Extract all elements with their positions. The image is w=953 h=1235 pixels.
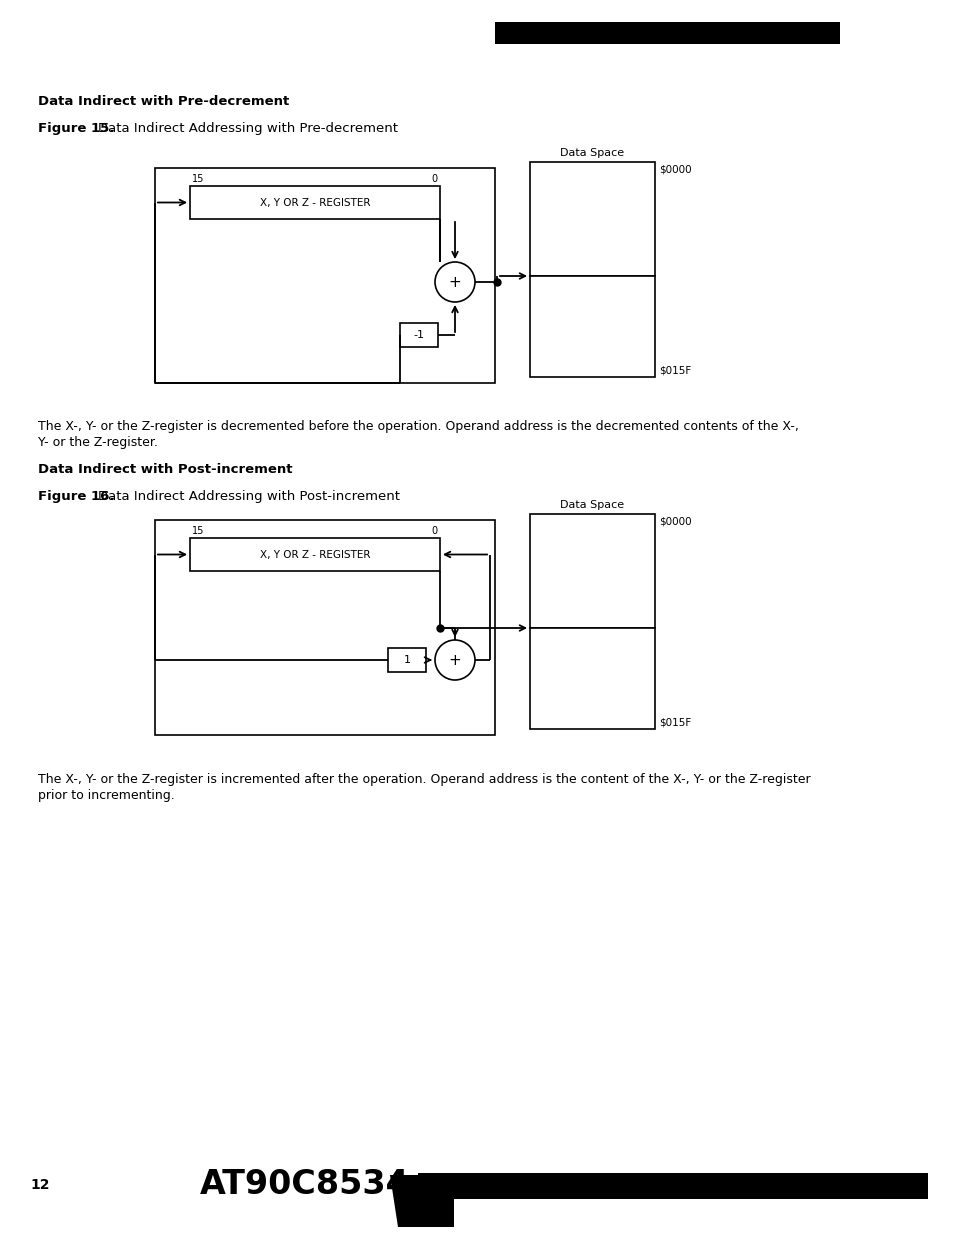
- Text: 0: 0: [432, 174, 437, 184]
- Bar: [530, 629, 655, 729]
- Circle shape: [435, 640, 475, 680]
- Bar: [495, 22, 840, 44]
- Text: -1: -1: [413, 330, 424, 340]
- Text: Data Indirect with Pre-decrement: Data Indirect with Pre-decrement: [38, 95, 289, 107]
- Text: AT90C8534: AT90C8534: [200, 1168, 410, 1202]
- Text: $015F: $015F: [659, 366, 691, 375]
- Bar: [399, 324, 437, 347]
- Text: +: +: [448, 274, 461, 289]
- Text: $015F: $015F: [659, 718, 691, 727]
- Text: Data Space: Data Space: [559, 500, 624, 510]
- Text: Data Indirect Addressing with Pre-decrement: Data Indirect Addressing with Pre-decrem…: [98, 122, 397, 135]
- Text: 15: 15: [192, 174, 204, 184]
- Text: Data Space: Data Space: [559, 148, 624, 158]
- Text: The X-, Y- or the Z-register is decremented before the operation. Operand addres: The X-, Y- or the Z-register is decremen…: [38, 420, 798, 433]
- Text: $0000: $0000: [659, 516, 691, 526]
- Text: Figure 15.: Figure 15.: [38, 122, 114, 135]
- Text: +: +: [448, 652, 461, 667]
- Bar: [154, 520, 495, 735]
- Text: X, Y OR Z - REGISTER: X, Y OR Z - REGISTER: [259, 550, 370, 559]
- Text: 1: 1: [403, 655, 410, 664]
- Text: X, Y OR Z - REGISTER: X, Y OR Z - REGISTER: [259, 198, 370, 207]
- Bar: [154, 168, 495, 383]
- Bar: [190, 538, 439, 571]
- Circle shape: [435, 262, 475, 303]
- Text: prior to incrementing.: prior to incrementing.: [38, 789, 174, 802]
- Text: ATMEL: ATMEL: [400, 32, 443, 44]
- Bar: [190, 186, 439, 219]
- Text: Figure 16.: Figure 16.: [38, 490, 114, 503]
- Bar: [530, 275, 655, 377]
- Bar: [417, 1173, 927, 1199]
- Text: 0: 0: [432, 526, 437, 536]
- Text: $0000: $0000: [659, 164, 691, 174]
- Text: The X-, Y- or the Z-register is incremented after the operation. Operand address: The X-, Y- or the Z-register is incremen…: [38, 773, 810, 785]
- Text: 12: 12: [30, 1178, 50, 1192]
- Text: Data Indirect Addressing with Post-increment: Data Indirect Addressing with Post-incre…: [98, 490, 399, 503]
- Text: Data Indirect with Post-increment: Data Indirect with Post-increment: [38, 463, 293, 475]
- Text: 15: 15: [192, 526, 204, 536]
- Polygon shape: [390, 1174, 454, 1228]
- Bar: [530, 162, 655, 275]
- Bar: [530, 514, 655, 629]
- Bar: [388, 648, 426, 672]
- Text: Y- or the Z-register.: Y- or the Z-register.: [38, 436, 157, 450]
